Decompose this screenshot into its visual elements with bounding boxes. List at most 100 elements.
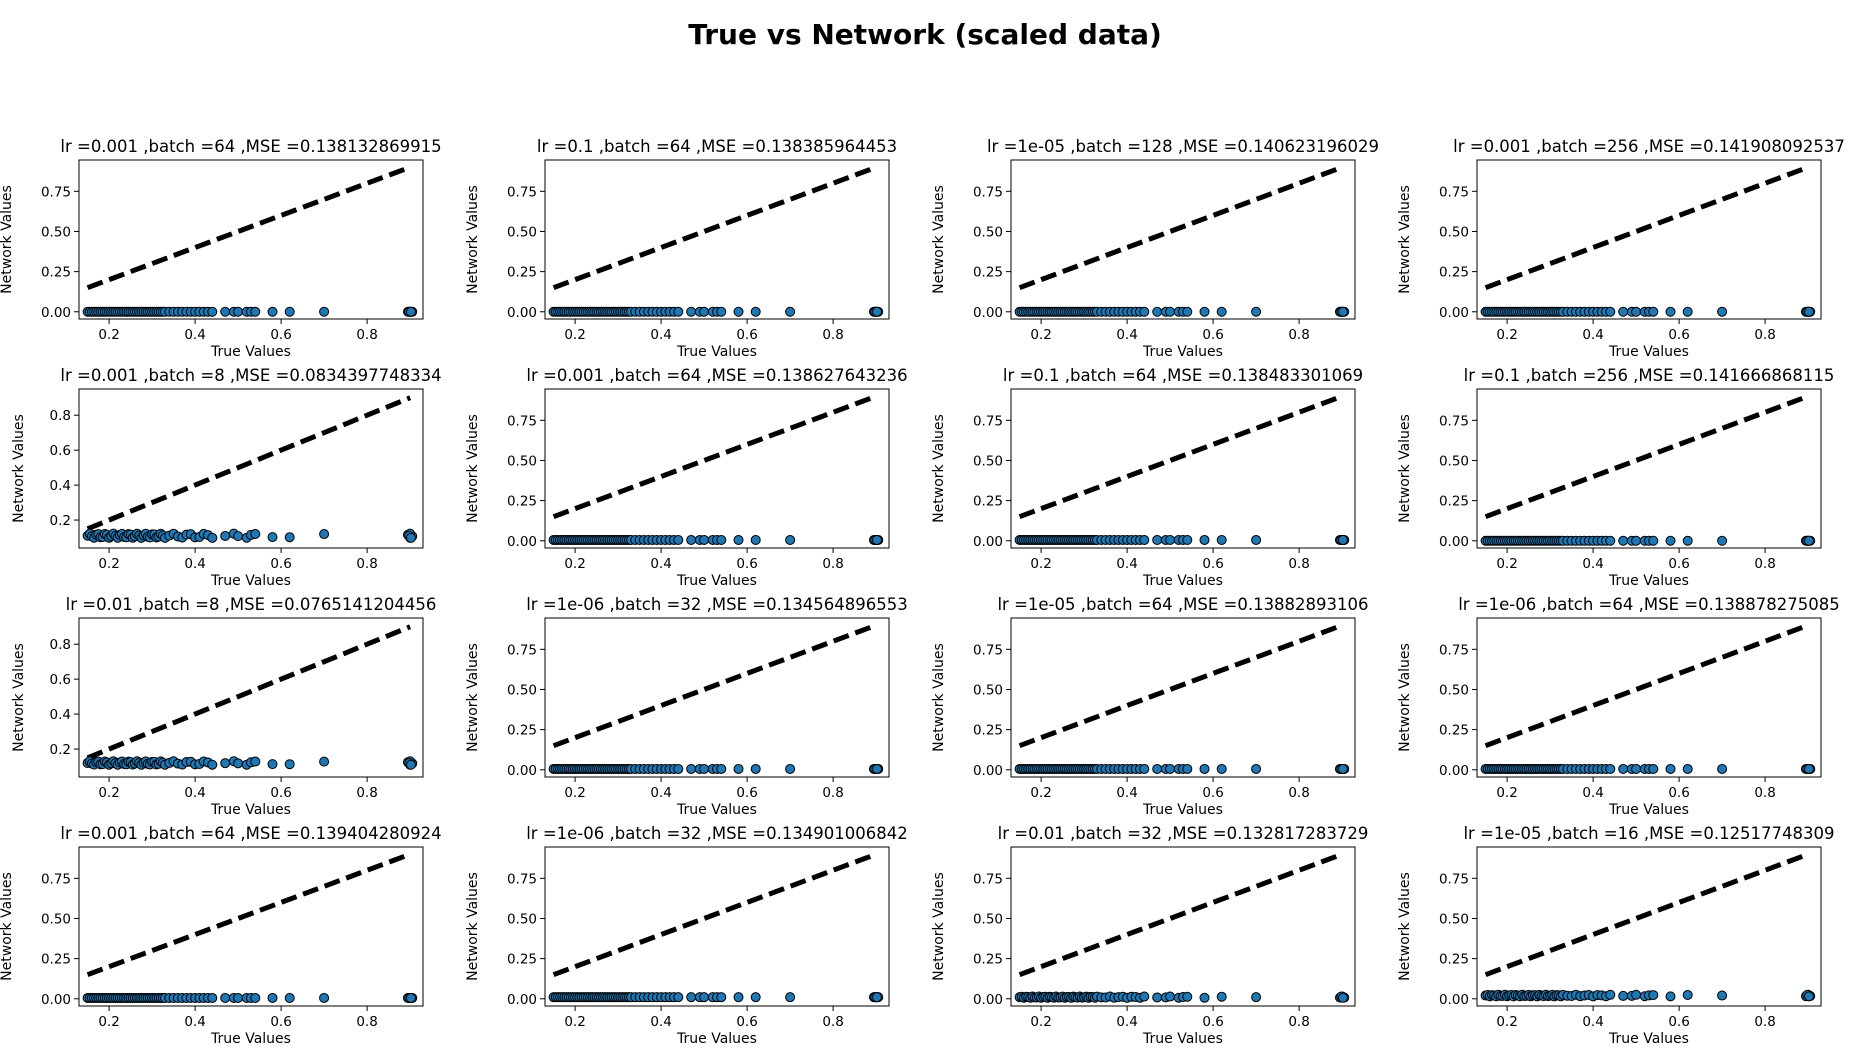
data-point: [673, 534, 684, 545]
data-point: [785, 992, 796, 1003]
data-point: [1199, 763, 1210, 774]
data-point: [405, 992, 416, 1003]
data-point: [1182, 534, 1193, 545]
axes-frame: [1476, 159, 1822, 320]
reference-line: [1018, 851, 1343, 978]
reference-line: [1018, 393, 1343, 520]
reference-line: [1484, 622, 1809, 749]
y-tick-label: 0.50: [507, 911, 537, 927]
axes-frame: [78, 617, 424, 778]
y-axis-label: Network Values: [465, 643, 481, 752]
x-tick-label: 0.8: [1288, 1014, 1309, 1030]
data-point: [1199, 306, 1210, 317]
data-point: [686, 763, 697, 774]
data-point: [733, 534, 744, 545]
y-tick-label: 0.25: [507, 723, 537, 739]
x-axis-label: True Values: [676, 573, 757, 589]
data-point: [1216, 306, 1227, 317]
x-tick-label: 0.2: [1496, 1014, 1517, 1030]
y-tick-label: 0.25: [507, 265, 537, 281]
y-tick-label: 0.25: [973, 952, 1003, 968]
data-point: [1337, 306, 1348, 317]
data-point: [716, 306, 727, 317]
x-tick-label: 0.8: [822, 1014, 843, 1030]
x-tick-label: 0.2: [1496, 556, 1517, 572]
y-tick-label: 0.50: [1439, 453, 1469, 469]
y-tick-label: 0.75: [973, 871, 1003, 887]
reference-line: [552, 851, 877, 978]
data-point: [207, 992, 218, 1003]
x-tick-label: 0.2: [1030, 1014, 1051, 1030]
data-point: [1152, 763, 1163, 774]
plot-area: [548, 393, 884, 545]
data-point: [1139, 534, 1150, 545]
y-tick-label: 0.50: [507, 682, 537, 698]
data-point: [699, 763, 710, 774]
y-tick-label: 0.6: [50, 672, 71, 688]
y-tick-label: 0.50: [973, 224, 1003, 240]
figure-suptitle: True vs Network (scaled data): [688, 18, 1162, 51]
data-point: [1139, 763, 1150, 774]
data-point: [319, 756, 330, 767]
y-axis-label: Network Values: [0, 185, 15, 294]
data-point: [1618, 306, 1629, 317]
data-point: [1648, 990, 1659, 1001]
x-tick-label: 0.8: [1288, 327, 1309, 343]
data-point: [405, 759, 416, 770]
axes-frame: [1476, 388, 1822, 549]
x-axis-label: True Values: [1608, 802, 1689, 818]
x-tick-label: 0.6: [1202, 556, 1223, 572]
y-tick-label: 0.2: [50, 742, 71, 758]
data-point: [750, 763, 761, 774]
data-point: [1648, 763, 1659, 774]
y-tick-label: 0.00: [1439, 534, 1469, 550]
x-axis-label: True Values: [676, 802, 757, 818]
x-tick-label: 0.4: [650, 785, 671, 801]
y-tick-label: 0.50: [973, 682, 1003, 698]
data-point: [1803, 535, 1814, 546]
x-tick-label: 0.8: [1754, 785, 1775, 801]
y-tick-label: 0.25: [973, 723, 1003, 739]
data-point: [1165, 763, 1176, 774]
subplot-title: lr =0.01 ,batch =32 ,MSE =0.132817283729: [998, 824, 1369, 843]
y-tick-label: 0.25: [41, 265, 71, 281]
data-point: [267, 532, 278, 543]
data-point: [1251, 534, 1262, 545]
y-tick-label: 0.25: [973, 494, 1003, 510]
x-tick-label: 0.8: [356, 1014, 377, 1030]
y-tick-label: 0.50: [973, 453, 1003, 469]
data-point: [1605, 535, 1616, 546]
data-point: [1717, 763, 1728, 774]
data-point: [250, 528, 261, 539]
y-axis-label: Network Values: [11, 414, 27, 523]
axes-frame: [544, 159, 890, 320]
data-point: [1665, 535, 1676, 546]
data-point: [1618, 990, 1629, 1001]
y-axis-label: Network Values: [0, 872, 15, 981]
data-point: [716, 992, 727, 1003]
plot-area: [548, 851, 884, 1003]
data-point: [699, 306, 710, 317]
x-tick-label: 0.8: [1288, 785, 1309, 801]
x-tick-label: 0.8: [822, 785, 843, 801]
data-point: [673, 306, 684, 317]
data-point: [207, 759, 218, 770]
data-point: [785, 763, 796, 774]
x-tick-label: 0.4: [1582, 785, 1603, 801]
data-point: [1648, 535, 1659, 546]
y-tick-label: 0.50: [41, 224, 71, 240]
x-tick-label: 0.6: [1668, 785, 1689, 801]
data-point: [207, 306, 218, 317]
x-tick-label: 0.4: [184, 556, 205, 572]
data-point: [1618, 535, 1629, 546]
subplot-title: lr =0.001 ,batch =64 ,MSE =0.13862764323…: [526, 366, 907, 385]
x-tick-label: 0.8: [822, 556, 843, 572]
y-axis-label: Network Values: [931, 643, 947, 752]
x-axis-label: True Values: [210, 1031, 291, 1047]
subplot-5: lr =0.001 ,batch =8 ,MSE =0.083439774833…: [11, 366, 442, 589]
x-tick-label: 0.6: [1668, 1014, 1689, 1030]
axes-frame: [544, 617, 890, 778]
x-tick-label: 0.4: [650, 556, 671, 572]
plot-area: [1014, 851, 1350, 1003]
